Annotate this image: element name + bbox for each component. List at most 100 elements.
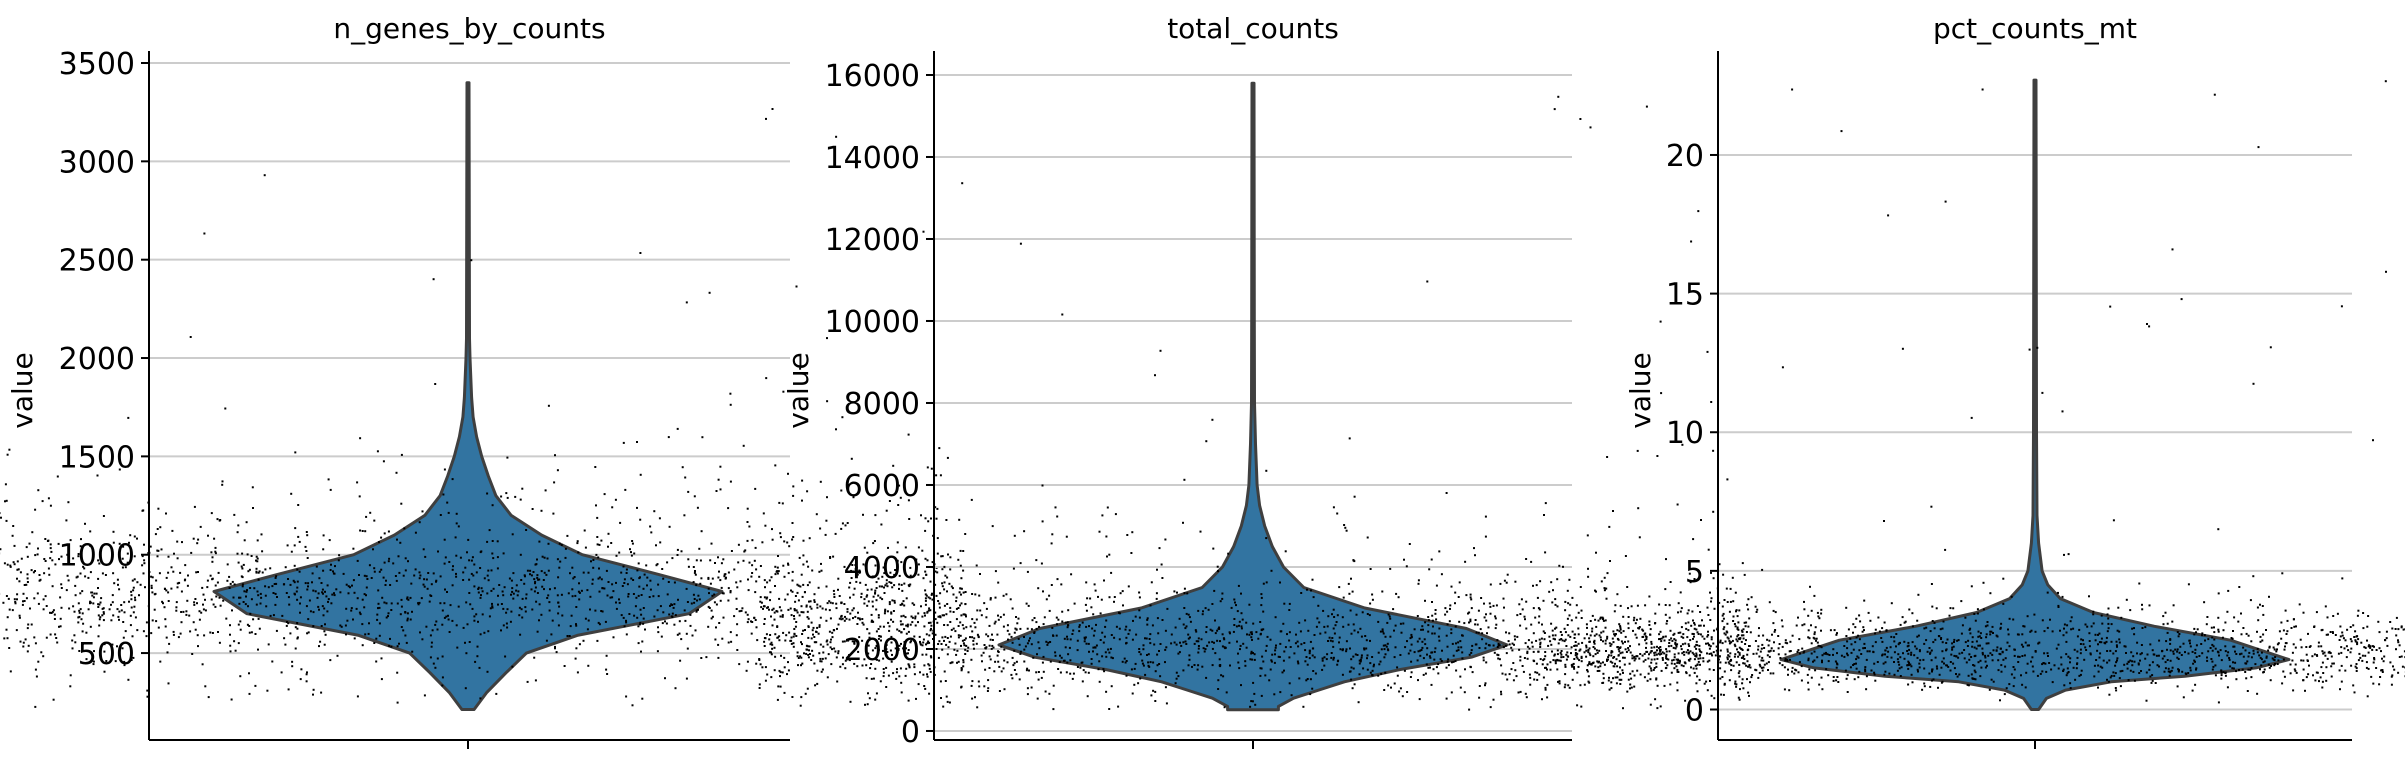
data-point xyxy=(1516,635,1519,638)
data-point xyxy=(985,633,988,636)
data-point xyxy=(1360,656,1363,659)
data-point xyxy=(1481,632,1484,635)
data-point xyxy=(1110,634,1113,636)
data-point xyxy=(498,584,501,586)
data-point xyxy=(580,589,583,592)
data-point xyxy=(1761,568,1764,571)
data-point xyxy=(531,508,534,510)
data-point xyxy=(770,653,773,656)
data-point xyxy=(1047,641,1050,644)
data-point xyxy=(759,663,762,666)
data-point xyxy=(187,574,189,577)
data-point xyxy=(1352,623,1355,626)
data-point xyxy=(432,278,435,281)
data-point xyxy=(1579,648,1582,651)
data-point xyxy=(921,653,924,656)
data-point xyxy=(1799,652,1801,655)
data-point xyxy=(1846,652,1848,655)
data-point xyxy=(1633,659,1636,662)
data-point xyxy=(50,612,53,614)
data-point xyxy=(571,566,574,569)
data-point xyxy=(882,566,885,569)
data-point xyxy=(1274,653,1276,656)
data-point xyxy=(134,599,137,602)
data-point xyxy=(564,556,567,559)
y-tick-label: 14000 xyxy=(825,141,920,176)
data-point xyxy=(1741,630,1744,633)
data-point xyxy=(721,637,724,640)
data-point xyxy=(358,495,361,498)
data-point xyxy=(92,663,95,666)
data-point xyxy=(710,542,713,545)
data-point xyxy=(420,597,423,600)
data-point xyxy=(960,667,963,669)
data-point xyxy=(2330,675,2333,678)
data-point xyxy=(1015,628,1018,631)
data-point xyxy=(1574,641,1577,643)
data-point xyxy=(985,607,988,610)
data-point xyxy=(1525,558,1528,560)
data-point xyxy=(1141,662,1144,665)
data-point xyxy=(949,662,952,665)
data-point xyxy=(605,654,608,657)
data-point xyxy=(1300,592,1303,594)
data-point xyxy=(1659,705,1662,708)
data-point xyxy=(1726,622,1729,625)
data-point xyxy=(1149,633,1152,636)
data-point xyxy=(1264,649,1267,652)
data-point xyxy=(130,598,133,601)
data-point xyxy=(1588,661,1591,664)
data-point xyxy=(214,550,217,553)
data-point xyxy=(1565,645,1568,647)
data-point xyxy=(29,607,31,610)
data-point xyxy=(506,626,509,629)
data-point xyxy=(824,608,827,611)
data-point xyxy=(368,622,370,625)
data-point xyxy=(910,615,913,618)
data-point xyxy=(1205,631,1208,634)
data-point xyxy=(185,613,188,616)
data-point xyxy=(611,506,614,509)
data-point xyxy=(1138,591,1141,594)
data-point xyxy=(1331,613,1333,616)
data-point xyxy=(543,571,546,574)
data-point xyxy=(1497,654,1500,657)
data-point xyxy=(531,608,534,611)
data-point xyxy=(944,680,947,682)
data-point xyxy=(311,572,314,575)
data-point xyxy=(519,633,522,636)
data-point xyxy=(801,643,803,646)
data-point xyxy=(758,687,761,689)
data-point xyxy=(1864,668,1867,671)
data-point xyxy=(1654,698,1657,701)
data-point xyxy=(1672,658,1675,661)
data-point xyxy=(298,570,301,573)
data-point xyxy=(239,620,242,623)
data-point xyxy=(330,563,332,566)
data-point xyxy=(34,554,37,557)
data-point xyxy=(882,675,885,678)
data-point xyxy=(810,637,813,640)
data-point xyxy=(44,595,47,598)
data-point xyxy=(582,639,585,642)
data-point xyxy=(2384,639,2386,641)
data-point xyxy=(6,616,9,619)
data-point xyxy=(1932,641,1935,644)
data-point xyxy=(782,631,785,634)
data-point xyxy=(1908,661,1910,664)
data-point xyxy=(78,650,81,652)
data-point xyxy=(165,576,168,579)
data-point xyxy=(676,427,679,430)
data-point xyxy=(123,660,126,663)
data-point xyxy=(555,651,558,654)
data-point xyxy=(896,668,898,671)
data-point xyxy=(0,512,1,515)
data-point xyxy=(1579,118,1582,120)
data-point xyxy=(425,625,428,628)
data-point xyxy=(763,605,765,608)
data-point xyxy=(1697,660,1700,663)
data-point xyxy=(2171,666,2174,669)
data-point xyxy=(1670,644,1673,647)
data-point xyxy=(2133,660,2136,663)
